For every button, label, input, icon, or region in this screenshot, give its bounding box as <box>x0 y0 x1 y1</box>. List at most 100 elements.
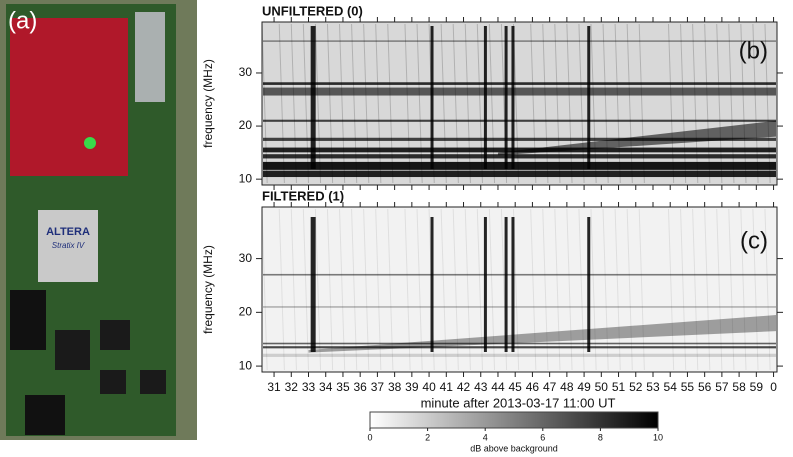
faint-streak <box>752 23 759 184</box>
colorbar-label: dB above background <box>470 443 558 453</box>
faint-streak <box>740 23 747 184</box>
noise-band <box>263 87 776 96</box>
faint-streak <box>488 208 496 371</box>
faint-streak <box>554 23 561 184</box>
colorbar-tick-label: 0 <box>367 432 372 442</box>
noise-band <box>263 342 776 345</box>
faint-streak <box>716 208 723 371</box>
burst-streak <box>504 217 508 352</box>
chip-label: ALTERA <box>46 226 90 238</box>
faint-streak <box>261 23 268 184</box>
burst-streak <box>310 217 316 352</box>
faint-streak <box>667 23 675 184</box>
x-tick-label: 58 <box>732 380 746 394</box>
faint-streak <box>290 23 297 184</box>
faint-streak <box>387 208 394 371</box>
panel-label: (c) <box>740 227 768 254</box>
faint-streak <box>404 23 411 184</box>
faint-streak <box>602 23 609 184</box>
drift-band <box>497 120 776 156</box>
faint-streak <box>680 23 687 184</box>
y-tick-label: 30 <box>239 251 253 265</box>
panel-title: UNFILTERED (0) <box>262 3 363 18</box>
faint-streak <box>614 208 621 371</box>
burst-streak <box>310 26 316 169</box>
faint-streak <box>728 208 735 371</box>
faint-streak <box>476 23 483 184</box>
noise-band <box>263 137 776 141</box>
faint-streak <box>363 23 370 184</box>
faint-streak <box>261 208 268 371</box>
colorbar-tick-label: 6 <box>540 432 545 442</box>
faint-streak <box>375 23 382 184</box>
x-tick-label: 37 <box>371 380 385 394</box>
faint-streak <box>542 208 549 371</box>
faint-streak <box>704 208 711 371</box>
faint-streak <box>692 23 699 184</box>
faint-streak <box>387 23 394 184</box>
burst-streak <box>483 217 487 352</box>
y-tick-label: 10 <box>239 171 253 185</box>
noise-band <box>263 353 776 357</box>
faint-streak <box>339 208 346 371</box>
faint-streak <box>278 23 285 184</box>
faint-streak <box>314 23 322 184</box>
x-tick-label: 44 <box>491 380 505 394</box>
faint-streak <box>302 208 310 371</box>
panel-label: (b) <box>739 37 768 64</box>
faint-streak <box>530 23 537 184</box>
y-tick-label: 20 <box>239 305 253 319</box>
faint-streak <box>464 23 471 184</box>
faint-streak <box>578 23 585 184</box>
faint-streak <box>440 208 447 371</box>
faint-streak <box>590 208 597 371</box>
noise-band <box>263 306 776 308</box>
noise-band <box>263 119 776 122</box>
faint-streak <box>716 23 723 184</box>
burst-streak <box>511 217 515 352</box>
faint-streak <box>667 208 675 371</box>
faint-streak <box>404 208 411 371</box>
faint-streak <box>614 23 621 184</box>
faint-streak <box>566 23 573 184</box>
faint-streak <box>339 23 346 184</box>
faint-streak <box>602 208 609 371</box>
burst-streak <box>430 217 434 352</box>
spectrogram <box>261 21 778 186</box>
faint-streak <box>728 23 735 184</box>
drift-band <box>308 315 776 353</box>
x-tick-label: 57 <box>715 380 729 394</box>
burst-streak <box>587 26 591 169</box>
faint-streak <box>638 23 645 184</box>
x-tick-label: 55 <box>681 380 695 394</box>
x-tick-label: 59 <box>750 380 764 394</box>
x-tick-label: 47 <box>543 380 557 394</box>
faint-streak <box>566 208 573 371</box>
x-tick-label: 54 <box>664 380 678 394</box>
faint-streak <box>626 208 633 371</box>
faint-streak <box>278 208 285 371</box>
burst-streak <box>430 26 434 169</box>
colorbar-tick-label: 8 <box>598 432 603 442</box>
noise-band <box>263 346 776 349</box>
x-tick-label: 50 <box>595 380 609 394</box>
colorbar-tick-label: 10 <box>653 432 663 442</box>
x-tick-label: 49 <box>577 380 591 394</box>
x-tick-label: 40 <box>422 380 436 394</box>
faint-streak <box>351 23 358 184</box>
x-tick-label: 43 <box>474 380 488 394</box>
faint-streak <box>626 23 633 184</box>
x-tick-label: 45 <box>509 380 523 394</box>
x-tick-label: 32 <box>285 380 299 394</box>
faint-streak <box>375 208 382 371</box>
x-tick-label: 41 <box>440 380 454 394</box>
faint-streak <box>290 208 297 371</box>
noise-band <box>263 154 776 159</box>
faint-streak <box>764 23 771 184</box>
burst-streak <box>511 26 515 169</box>
faint-streak <box>488 23 496 184</box>
faint-streak <box>452 23 459 184</box>
y-axis-label: frequency (MHz) <box>201 245 215 334</box>
faint-streak <box>452 208 459 371</box>
panel-title: FILTERED (1) <box>262 188 344 203</box>
